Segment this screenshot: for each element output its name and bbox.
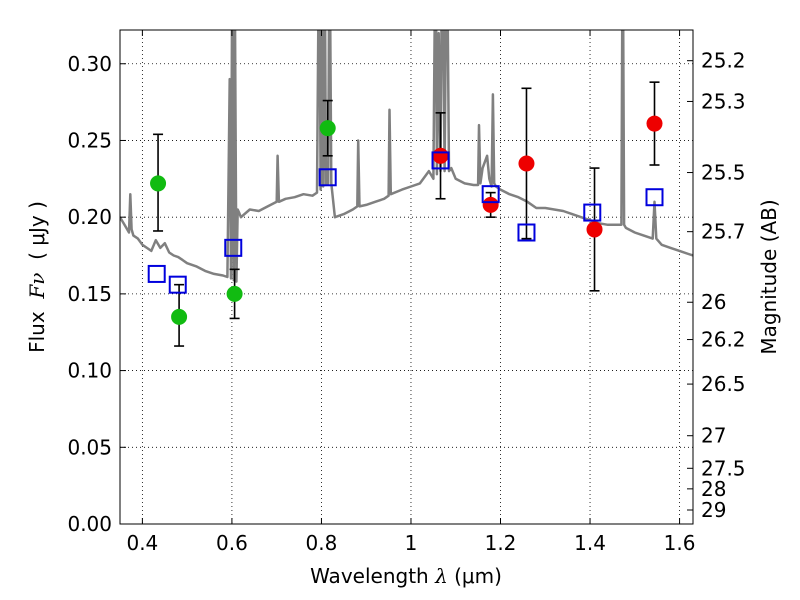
plot-background	[120, 30, 693, 524]
y-tick-label: 0.00	[67, 512, 112, 536]
magnitude-tick-label: 26.2	[701, 328, 746, 352]
observed-flux-point	[586, 221, 603, 238]
magnitude-tick-label: 25.5	[701, 161, 746, 185]
x-tick-label: 1	[405, 531, 418, 555]
x-tick-label: 0.8	[306, 531, 338, 555]
observed-flux-point	[150, 175, 167, 192]
x-axis-label-prefix: Wavelength	[310, 564, 435, 588]
plot-frame	[119, 29, 694, 525]
x-axis-label-symbol: λ	[434, 564, 448, 588]
observed-flux-point	[482, 196, 499, 213]
model-spectrum-line	[120, 30, 693, 283]
magnitude-tick-label: 27.5	[701, 456, 746, 480]
magnitude-tick-label: 25.2	[701, 49, 746, 73]
model-band-square	[583, 203, 602, 222]
magnitude-tick-label: 27	[701, 424, 726, 448]
x-axis-label: Wavelength λ (μm)	[310, 564, 502, 588]
y-axis-label-unit: ( μJy )	[25, 201, 49, 273]
model-band-square	[318, 168, 337, 187]
model-band-square	[168, 275, 187, 294]
y-axis-label: Flux Fν ( μJy )	[25, 201, 49, 353]
y-axis-label-symbol: Fν	[25, 273, 49, 300]
y-axis-label-prefix: Flux	[25, 299, 49, 353]
y-tick-label: 0.15	[67, 282, 112, 306]
x-tick-label: 1.4	[574, 531, 606, 555]
data-marks	[147, 81, 664, 347]
magnitude-tick-label: 25.3	[701, 89, 746, 113]
x-tick-label: 0.4	[126, 531, 158, 555]
magnitude-tick-label: 29	[701, 498, 726, 522]
magnitude-tick-label: 26.5	[701, 372, 746, 396]
magnitude-tick-label: 25.7	[701, 220, 746, 244]
x-tick-label: 1.2	[485, 531, 517, 555]
magnitude-axis-label: Magnitude (AB)	[757, 199, 781, 354]
x-axis-label-unit: (μm)	[448, 564, 502, 588]
y-tick-label: 0.30	[67, 52, 112, 76]
model-band-square	[147, 264, 166, 283]
y-axis-ticks: 0.00 0.05 0.10 0.15 0.20 0.25 0.30	[67, 52, 126, 536]
magnitude-tick-label: 26	[701, 290, 726, 314]
observed-flux-point	[432, 147, 449, 164]
observed-flux-point	[226, 285, 243, 302]
x-axis-ticks: 0.4 0.6 0.8 1 1.2 1.4 1.6	[126, 30, 695, 555]
observed-flux-point	[646, 115, 663, 132]
y-tick-label: 0.05	[67, 435, 112, 459]
x-tick-label: 1.6	[664, 531, 696, 555]
model-band-square	[431, 151, 450, 170]
observed-flux-point	[518, 155, 535, 172]
x-tick-label: 0.6	[216, 531, 248, 555]
y-tick-label: 0.25	[67, 128, 112, 152]
observed-flux-point	[319, 120, 336, 137]
model-band-square	[645, 188, 664, 207]
y-tick-label: 0.10	[67, 359, 112, 383]
model-band-square	[224, 238, 243, 257]
model-band-square	[481, 185, 500, 204]
observed-flux-point	[171, 308, 188, 325]
model-band-square	[517, 223, 536, 242]
magnitude-tick-label: 28	[701, 477, 726, 501]
y-tick-label: 0.20	[67, 205, 112, 229]
